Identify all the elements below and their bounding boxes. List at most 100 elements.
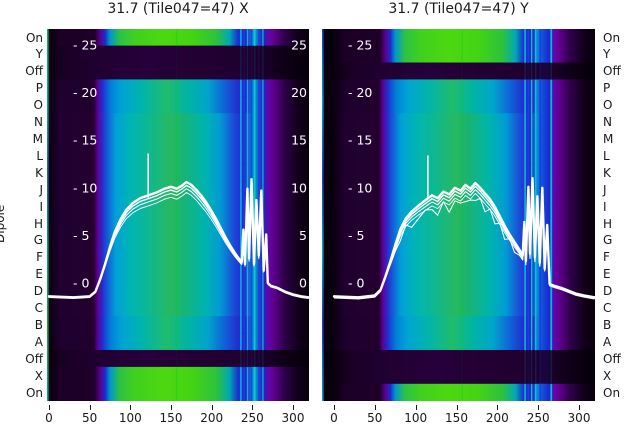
- rfi-stripe: [243, 29, 246, 46]
- rfi-stripe: [262, 333, 264, 351]
- rfi-stripe: [258, 181, 260, 199]
- rfi-stripe: [240, 384, 242, 401]
- rfi-stripe: [538, 79, 541, 97]
- db-tick-label: - 5: [348, 228, 364, 243]
- heatmap-row: [47, 383, 309, 401]
- heatmap-row: [47, 316, 309, 334]
- rfi-stripe: [461, 282, 463, 300]
- row-label-right: D: [603, 284, 613, 299]
- row-label-right: B: [603, 317, 612, 332]
- rfi-stripe: [243, 316, 246, 334]
- db-tick-label-right: 10: [291, 180, 307, 195]
- rfi-stripe: [243, 282, 246, 300]
- rfi-stripe: [550, 350, 553, 368]
- x-tick-label: 0: [330, 411, 338, 425]
- rfi-stripe: [258, 282, 260, 300]
- row-label-left: F: [36, 250, 43, 265]
- rfi-stripe: [534, 316, 537, 334]
- rfi-stripe: [538, 113, 541, 131]
- rfi-stripe: [527, 79, 530, 97]
- row-label-left: E: [35, 267, 43, 282]
- rfi-stripe: [527, 384, 530, 401]
- rfi-stripe: [534, 96, 537, 114]
- rfi-stripe: [262, 147, 264, 165]
- heatmap-row: [47, 366, 309, 385]
- row-label-right: Off: [603, 64, 621, 79]
- rfi-stripe: [240, 265, 242, 283]
- rfi-stripe: [254, 79, 256, 97]
- rfi-stripe: [243, 198, 246, 215]
- rfi-stripe: [538, 198, 541, 215]
- rfi-stripe: [262, 384, 264, 401]
- rfi-stripe: [527, 282, 530, 300]
- rfi-stripe: [240, 29, 242, 46]
- heatmap-row: [47, 113, 309, 131]
- x-tick-label: 300: [567, 411, 591, 425]
- rfi-stripe: [550, 215, 553, 232]
- rfi-stripe: [534, 333, 537, 351]
- rfi-stripe: [250, 96, 253, 114]
- rfi-stripe: [538, 164, 541, 182]
- rfi-stripe: [243, 45, 246, 63]
- rfi-stripe: [176, 147, 178, 165]
- rfi-stripe: [250, 248, 253, 266]
- rfi-stripe: [176, 367, 178, 385]
- rfi-stripe: [540, 384, 550, 401]
- rfi-stripe: [461, 147, 463, 165]
- heatmap-row: [322, 113, 595, 131]
- rfi-stripe: [254, 367, 256, 385]
- rfi-stripe: [524, 350, 526, 368]
- rfi-stripe: [530, 248, 533, 266]
- rfi-stripe: [550, 62, 553, 80]
- rfi-stripe: [550, 130, 553, 148]
- rfi-stripe: [527, 333, 530, 351]
- row-label-left: P: [35, 81, 43, 96]
- rfi-stripe: [258, 198, 260, 215]
- row-label-right: X: [603, 368, 612, 383]
- rfi-stripe: [534, 147, 537, 165]
- rfi-stripe: [250, 282, 253, 300]
- rfi-stripe: [176, 265, 178, 283]
- rfi-stripe: [538, 299, 541, 317]
- rfi-stripe: [461, 265, 463, 283]
- rfi-stripe: [461, 164, 463, 182]
- rfi-stripe: [534, 198, 537, 215]
- rfi-stripe: [540, 147, 550, 165]
- rfi-stripe: [176, 29, 178, 46]
- rfi-stripe: [243, 96, 246, 114]
- rfi-stripe: [527, 350, 530, 368]
- rfi-stripe: [246, 45, 249, 63]
- rfi-stripe: [524, 181, 526, 199]
- rfi-stripe: [246, 130, 249, 148]
- rfi-stripe: [176, 333, 178, 351]
- row-label-left: I: [39, 199, 43, 214]
- rfi-stripe: [550, 248, 553, 266]
- rfi-stripe: [243, 79, 246, 97]
- rfi-stripe: [538, 96, 541, 114]
- rfi-stripe: [527, 96, 530, 114]
- rfi-stripe: [254, 96, 256, 114]
- rfi-stripe: [246, 248, 249, 266]
- rfi-stripe: [534, 384, 537, 401]
- rfi-stripe: [262, 164, 264, 182]
- rfi-stripe: [461, 62, 463, 80]
- rfi-stripe: [527, 147, 530, 165]
- rfi-stripe: [176, 316, 178, 334]
- heatmap-row: [47, 333, 309, 351]
- rfi-stripe: [176, 248, 178, 266]
- rfi-stripe: [176, 45, 178, 63]
- rfi-stripe: [258, 367, 260, 385]
- rfi-stripe: [258, 113, 260, 131]
- heatmap-row: [47, 349, 309, 368]
- rfi-stripe: [530, 130, 533, 148]
- rfi-stripe: [243, 384, 246, 401]
- heatmap-row: [322, 333, 595, 351]
- heatmap-row: [322, 96, 595, 114]
- row-label-right: On: [603, 30, 621, 45]
- x-tick: [49, 405, 50, 410]
- rfi-stripe: [246, 113, 249, 131]
- heatmap-row: [322, 248, 595, 267]
- rfi-stripe: [524, 130, 526, 148]
- rfi-stripe: [254, 316, 256, 334]
- rfi-stripe: [538, 367, 541, 385]
